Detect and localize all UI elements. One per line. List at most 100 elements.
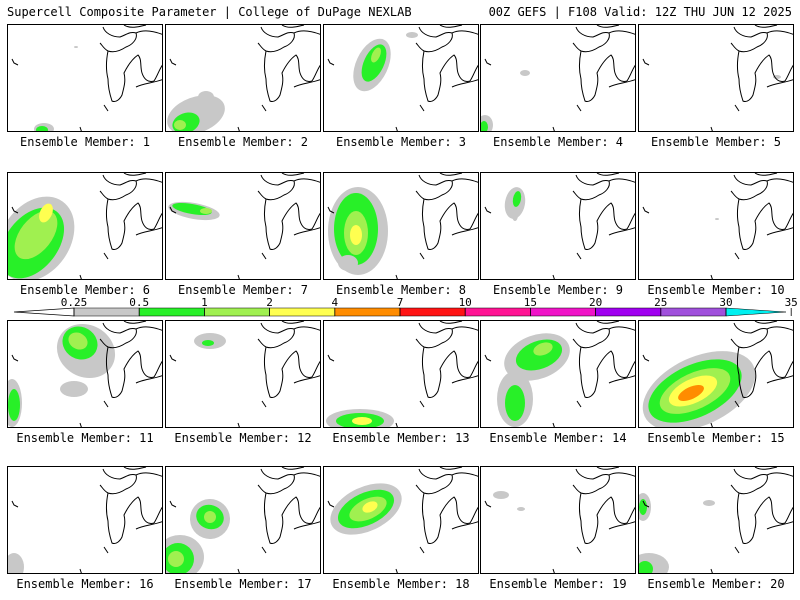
member-label: Ensemble Member: 11 <box>16 431 154 445</box>
member-label: Ensemble Member: 15 <box>647 431 785 445</box>
coastline <box>642 206 650 214</box>
colorbar-segment <box>334 307 401 317</box>
coastline <box>237 422 240 427</box>
ensemble-member-map-19 <box>480 466 636 574</box>
coastline <box>135 521 162 530</box>
coastline <box>766 30 793 82</box>
coastline <box>734 546 740 554</box>
ensemble-member-map-2 <box>165 24 321 132</box>
member-label: Ensemble Member: 19 <box>489 577 627 591</box>
member-label: Ensemble Member: 14 <box>489 431 627 445</box>
coastline <box>766 227 793 236</box>
member-label: Ensemble Member: 2 <box>177 135 309 149</box>
coastline <box>484 354 492 362</box>
coastline <box>123 25 147 28</box>
coastline <box>576 252 582 260</box>
coastline <box>439 321 463 324</box>
colorbar-tick-label: 0.5 <box>129 296 149 309</box>
coastline <box>11 58 19 66</box>
coastline <box>484 206 492 214</box>
coastline <box>608 375 635 384</box>
colorbar-tick-label: 25 <box>654 296 667 309</box>
coastline <box>169 58 177 66</box>
coastline <box>608 30 635 82</box>
scp-contour-green <box>202 340 214 346</box>
coastline <box>766 326 793 378</box>
scp-contour-green <box>512 191 522 207</box>
colorbar-tick-label: 10 <box>459 296 472 309</box>
scp-contour-lightgreen <box>371 47 381 63</box>
coastline <box>135 375 162 384</box>
coastline <box>754 467 778 470</box>
ensemble-member-map-16 <box>7 466 163 574</box>
coastline <box>576 104 582 112</box>
coastline <box>123 467 147 470</box>
coastline <box>422 346 471 398</box>
coastline <box>237 568 240 573</box>
scp-contour-gray <box>198 91 214 103</box>
coastline <box>135 79 162 88</box>
scp-contour-green <box>505 385 525 421</box>
coastline <box>484 500 492 508</box>
coastline <box>99 322 137 349</box>
coastline <box>608 326 635 378</box>
scp-contour-gray <box>60 381 88 397</box>
scp-contour-lightgreen <box>533 342 553 356</box>
coastline <box>572 174 610 201</box>
coastline <box>79 422 82 427</box>
coastline <box>281 25 305 28</box>
coastline <box>419 400 425 408</box>
member-label: Ensemble Member: 17 <box>174 577 312 591</box>
coastline <box>642 58 650 66</box>
coastline <box>439 467 463 470</box>
coastline <box>576 400 582 408</box>
coastline <box>103 546 109 554</box>
coastline <box>737 346 786 398</box>
coastline <box>293 375 320 384</box>
coastline <box>237 126 240 131</box>
coastline <box>576 546 582 554</box>
coastline <box>135 227 162 236</box>
ensemble-member-map-12 <box>165 320 321 428</box>
coastline <box>451 227 478 236</box>
coastline <box>596 321 620 324</box>
coastline <box>237 274 240 279</box>
coastline <box>766 375 793 384</box>
ensemble-member-map-9 <box>480 172 636 280</box>
member-label: Ensemble Member: 20 <box>647 577 785 591</box>
coastline <box>106 198 155 250</box>
ensemble-member-map-11 <box>7 320 163 428</box>
coastline <box>415 26 453 53</box>
coastline <box>730 26 768 53</box>
coastline <box>608 521 635 530</box>
scp-contour-gray <box>8 553 24 573</box>
coastline <box>257 26 295 53</box>
coastline <box>293 30 320 82</box>
coastline <box>734 252 740 260</box>
coastline <box>79 274 82 279</box>
scp-contour-gray <box>520 70 530 76</box>
coastline <box>123 321 147 324</box>
coastline <box>608 227 635 236</box>
ensemble-member-map-10 <box>638 172 794 280</box>
member-label: Ensemble Member: 5 <box>650 135 782 149</box>
coastline <box>766 472 793 524</box>
coastline <box>419 104 425 112</box>
coastline <box>99 26 137 53</box>
colorbar-segment <box>204 307 270 317</box>
scp-contour-green <box>8 389 20 421</box>
coastline <box>579 346 628 398</box>
coastline <box>737 492 786 544</box>
member-label: Ensemble Member: 6 <box>19 283 151 297</box>
coastline <box>79 568 82 573</box>
coastline <box>754 321 778 324</box>
coastline <box>484 58 492 66</box>
scp-contour-gray <box>517 507 525 511</box>
coastline <box>11 354 19 362</box>
scp-contour-lightgreen <box>168 551 184 567</box>
coastline <box>99 174 137 201</box>
coastline <box>327 206 335 214</box>
coastline <box>395 126 398 131</box>
member-label: Ensemble Member: 4 <box>492 135 624 149</box>
coastline <box>730 174 768 201</box>
